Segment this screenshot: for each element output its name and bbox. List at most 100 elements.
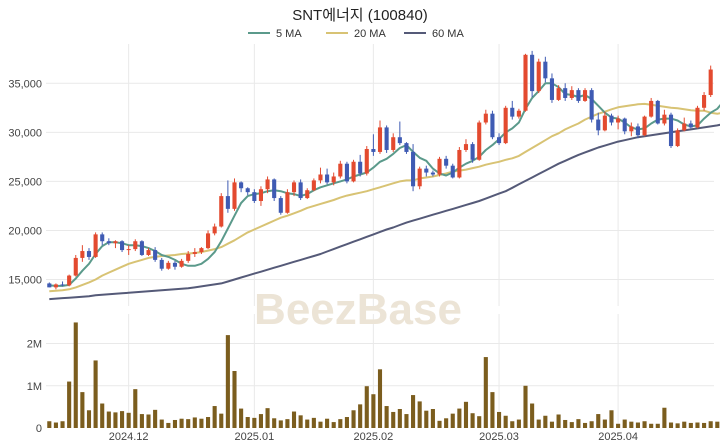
volume-bar [569, 422, 574, 428]
volume-bar [53, 422, 58, 428]
volume-bar [86, 410, 92, 428]
price-tick-label: 35,000 [8, 78, 42, 90]
candle-body [358, 161, 363, 174]
candle-body [179, 260, 184, 267]
volume-bar [708, 421, 713, 428]
candle-body [708, 69, 713, 96]
candle-body [688, 123, 693, 128]
volume-bar [60, 421, 65, 428]
volume-bar [702, 422, 707, 428]
volume-bar [404, 414, 409, 428]
volume-bar [450, 413, 455, 428]
volume-bar [563, 419, 568, 428]
candle-body [344, 163, 349, 182]
volume-bar [470, 413, 475, 428]
volume-bar [133, 389, 138, 428]
candle-body [490, 113, 495, 138]
candle-body [649, 100, 654, 117]
volume-bar [192, 417, 197, 428]
volume-bar [93, 360, 98, 428]
candle-body [377, 127, 383, 152]
volume-bar [377, 369, 383, 428]
volume-bar [146, 414, 151, 428]
candle-body [318, 174, 323, 181]
volume-bar [437, 420, 442, 428]
candle-body [225, 196, 230, 209]
candle-body [272, 179, 277, 199]
volume-bar [523, 385, 528, 428]
candle-body [569, 90, 574, 98]
price-tick-label: 30,000 [8, 127, 42, 139]
candle-body [205, 233, 211, 249]
volume-bar [272, 418, 277, 428]
volume-bar [252, 417, 257, 428]
volume-bar [430, 409, 435, 428]
candle-body [543, 61, 548, 79]
axis-labels: 15,000 20,000 25,000 30,000 35,000 0 1M 2M 2024.… [8, 78, 638, 443]
volume-bar [291, 411, 297, 428]
candle-body [430, 172, 435, 175]
candle-body [444, 158, 449, 166]
volume-bar [503, 415, 508, 428]
candle-body [424, 168, 429, 173]
date-tick-label: 2025.04 [598, 431, 638, 443]
volume-bar [457, 408, 462, 428]
candle-body [113, 241, 118, 244]
volume-bar [126, 412, 131, 428]
candle-body [120, 241, 125, 251]
candle-body [232, 182, 237, 209]
volume-bar [325, 418, 330, 428]
candle-body [536, 61, 541, 92]
volume-bar [219, 413, 224, 428]
candle-body [496, 137, 502, 144]
volume-bar [516, 419, 521, 428]
volume-bar [159, 419, 164, 428]
volume-bar [510, 421, 515, 428]
volume-bar [172, 419, 178, 428]
candle-body [133, 241, 138, 250]
candle-body [311, 180, 316, 191]
candle-body [463, 144, 469, 150]
candle-body [239, 182, 244, 189]
candle-body [450, 165, 455, 178]
candle-body [86, 251, 92, 257]
volume-bar [616, 423, 621, 428]
volume-bar [225, 335, 230, 428]
candle-body [305, 190, 310, 199]
candle-body [126, 249, 131, 251]
candle-body [589, 90, 594, 120]
volume-bar [662, 407, 667, 428]
candle-body [199, 248, 204, 253]
date-tick-label: 2025.02 [354, 431, 394, 443]
candle-body [325, 174, 330, 183]
volume-bar [477, 416, 482, 428]
volume-tick-label: 1M [27, 381, 42, 393]
candle-body [278, 198, 283, 213]
volume-bar [338, 419, 343, 428]
candle-body [139, 241, 144, 255]
volume-bar [424, 410, 429, 428]
candle-body [523, 54, 528, 111]
candle-body [457, 149, 462, 178]
candle-body [212, 226, 217, 234]
volume-bar [596, 414, 601, 428]
volume-bar [556, 414, 561, 428]
candle-body [549, 78, 555, 100]
candle-body [60, 284, 65, 286]
volume-tick-label: 2M [27, 339, 42, 351]
legend-label: 5 MA [276, 28, 302, 40]
candle-body [384, 127, 389, 150]
candle-body [258, 189, 264, 202]
watermark-text: BeezBase [254, 285, 462, 334]
legend-label: 60 MA [432, 28, 464, 40]
candle-body [159, 259, 164, 269]
volume-bar [311, 417, 316, 428]
candle-body [153, 250, 158, 260]
volume-bar [305, 419, 310, 428]
volume-bar [602, 419, 607, 428]
volume-bar [358, 404, 363, 428]
candle-body [245, 188, 250, 193]
candle-body [53, 284, 58, 288]
volume-bar [622, 419, 627, 428]
